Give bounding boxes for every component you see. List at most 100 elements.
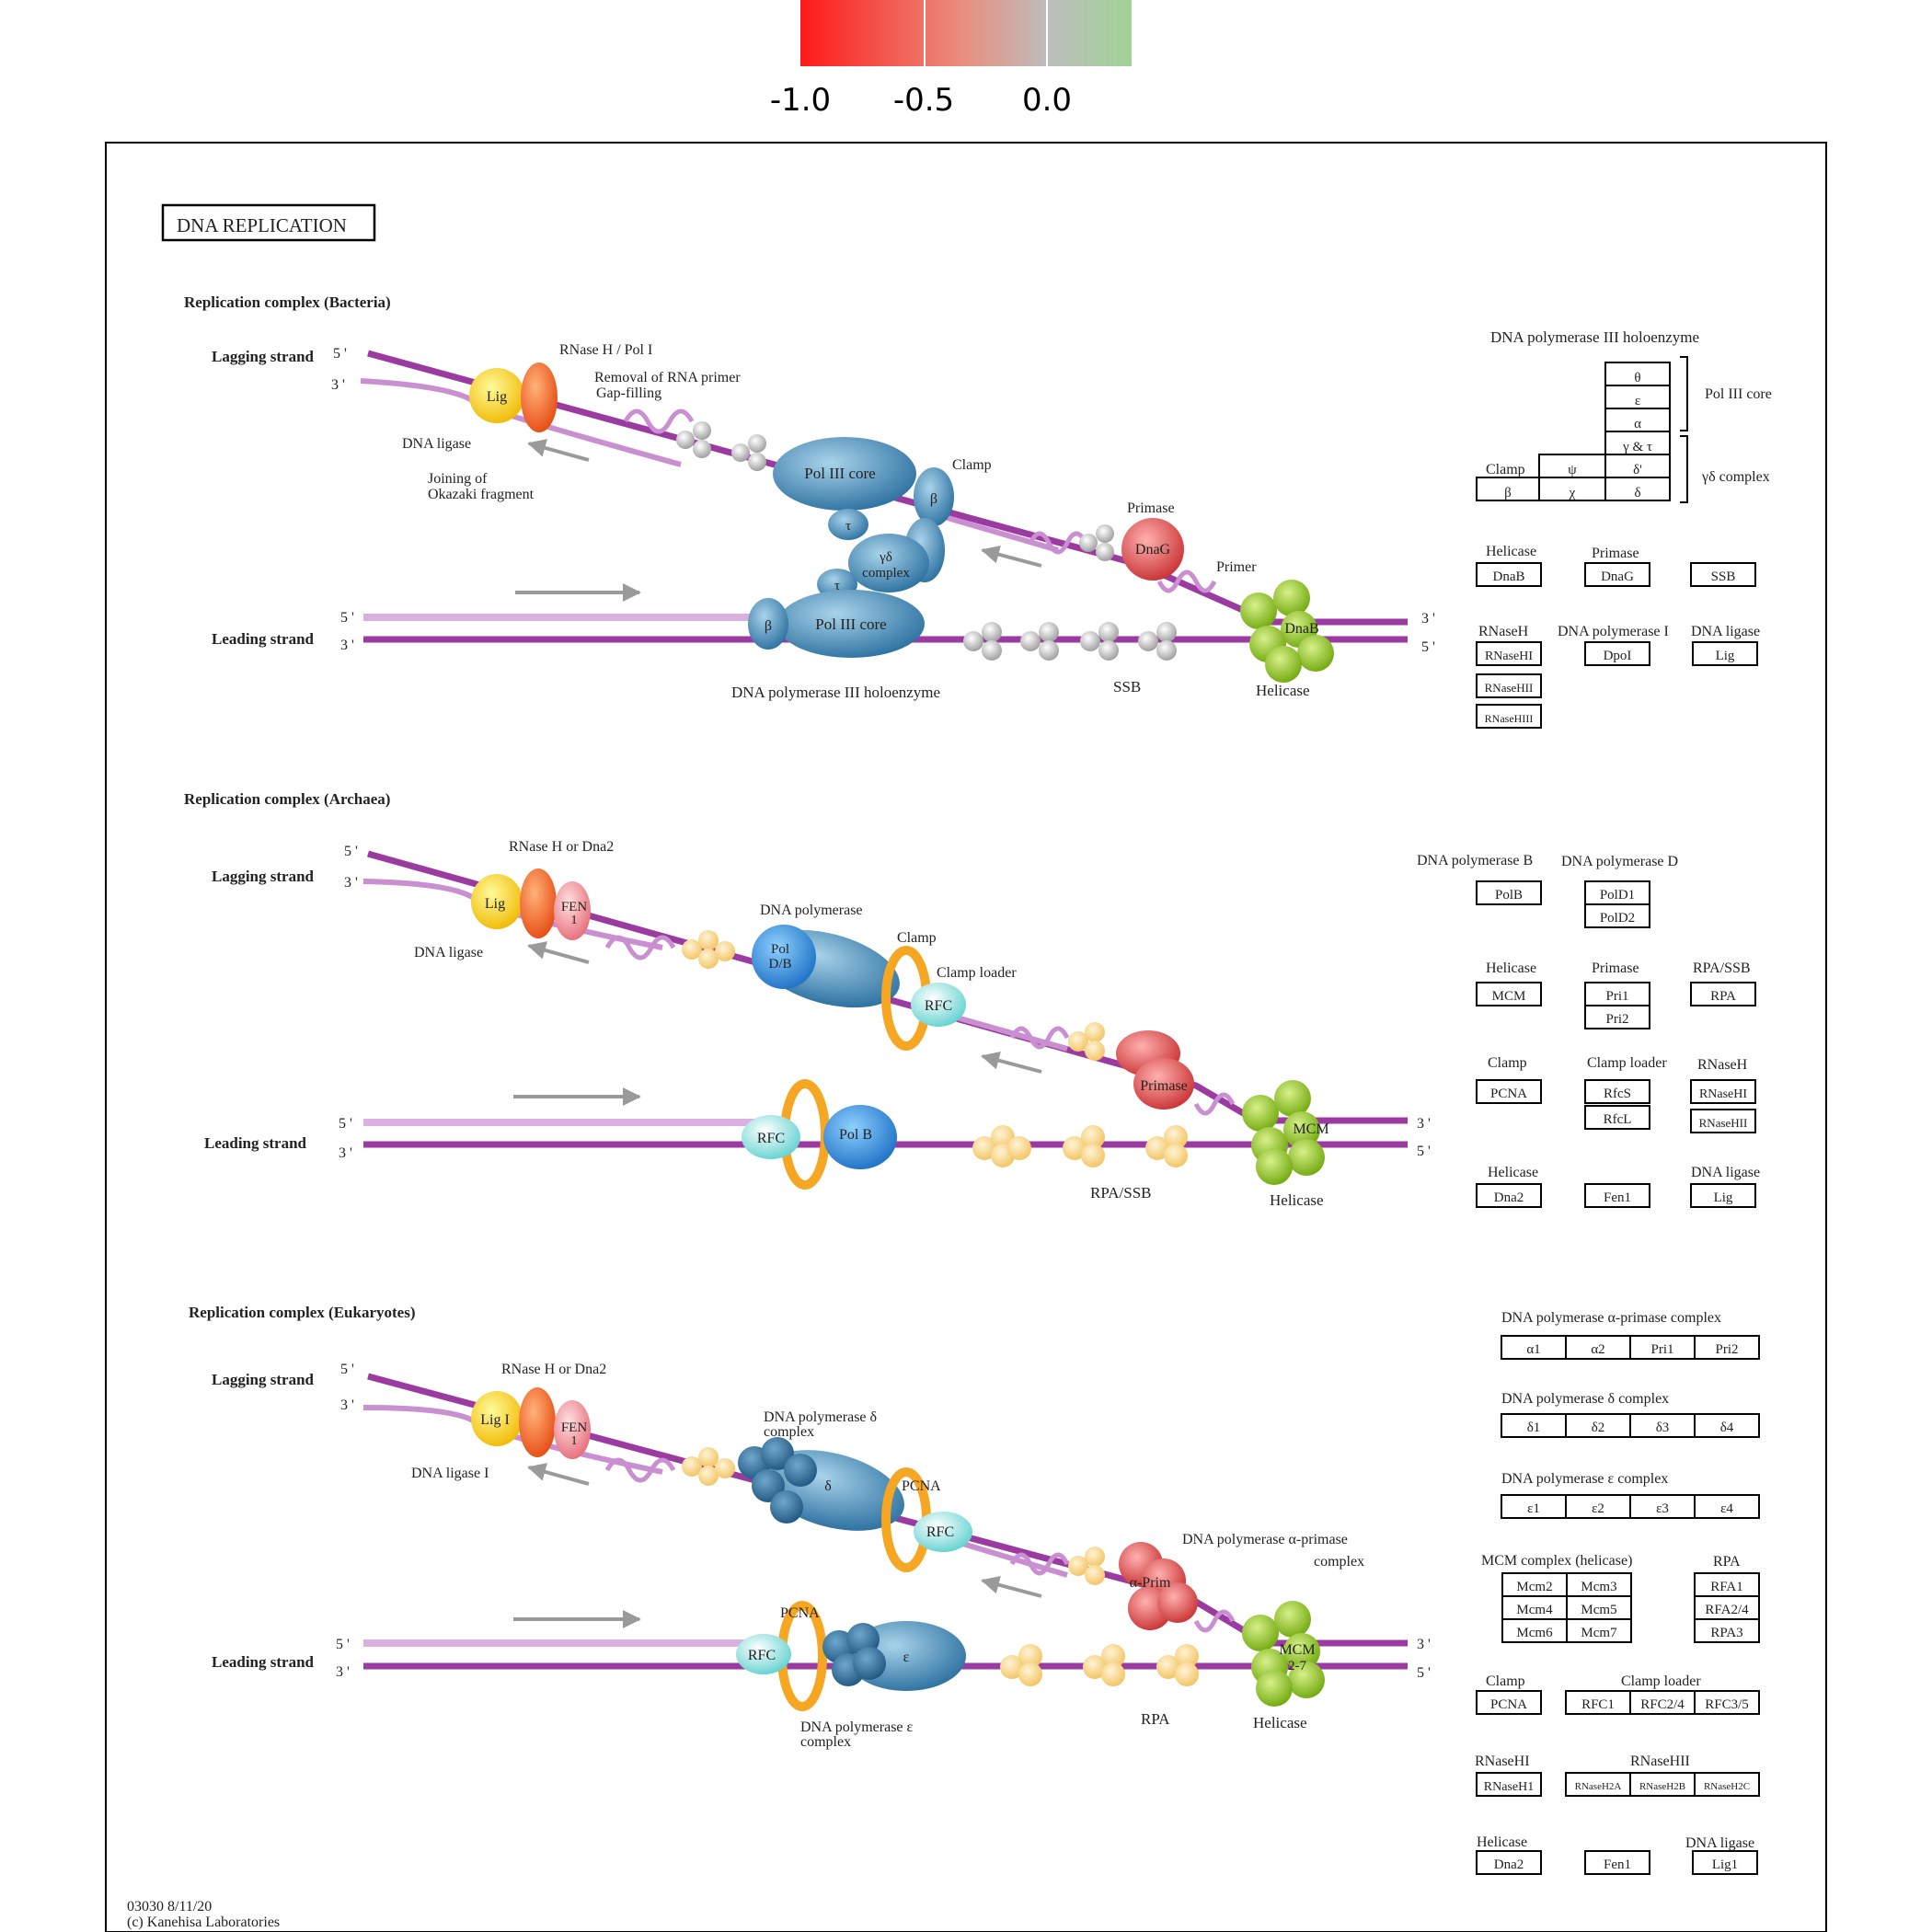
gene-box[interactable]: Pri2 [1694, 1335, 1760, 1360]
gene-box[interactable]: RfcL [1584, 1105, 1650, 1130]
gene-box[interactable]: Mcm3 [1566, 1572, 1632, 1597]
gene-box[interactable]: Mcm4 [1501, 1595, 1568, 1620]
gene-box[interactable]: RPA [1690, 982, 1756, 1006]
gene-box[interactable]: RNaseH1 [1476, 1772, 1542, 1797]
gene-box[interactable]: RNaseH2A [1565, 1772, 1631, 1797]
gene-box[interactable]: PolD1 [1584, 880, 1650, 905]
gene-box[interactable]: Pri1 [1584, 982, 1650, 1006]
archaea-gene-panel: DNA polymerase B PolB DNA polymerase D P… [1417, 853, 1760, 1208]
gene-box[interactable]: δ4 [1694, 1413, 1760, 1438]
complex-label: complex [862, 566, 910, 581]
gene-label: RNaseHII [1699, 1116, 1748, 1130]
gene-box[interactable]: ψ [1538, 454, 1606, 478]
pold-title: DNA polymerase D [1561, 854, 1678, 869]
gene-box[interactable]: Mcm5 [1566, 1595, 1632, 1620]
gene-box[interactable]: RFC2/4 [1629, 1690, 1696, 1715]
clamp-label: Clamp [952, 457, 992, 473]
gene-box[interactable]: Mcm2 [1501, 1572, 1568, 1597]
gene-box[interactable]: Lig1 [1692, 1850, 1758, 1875]
gene-label: Lig1 [1712, 1857, 1738, 1872]
gene-label: Fen1 [1604, 1190, 1631, 1205]
gene-box[interactable]: RNaseHI [1476, 641, 1542, 666]
polb-title: DNA polymerase B [1417, 853, 1533, 868]
gene-box[interactable]: PolB [1476, 880, 1542, 905]
gene-box[interactable]: Lig [1690, 1183, 1756, 1208]
gene-label: ε3 [1656, 1501, 1669, 1516]
gene-box[interactable]: RfcS [1584, 1079, 1650, 1104]
gene-label: Lig [1716, 649, 1735, 663]
gene-box[interactable]: Fen1 [1584, 1850, 1650, 1875]
gene-box[interactable]: PCNA [1476, 1079, 1542, 1104]
gene-box[interactable]: RNaseHI [1690, 1079, 1756, 1104]
gene-box[interactable]: Mcm7 [1566, 1618, 1632, 1643]
gene-box[interactable]: RFA1 [1694, 1572, 1760, 1597]
pole-complex-label: complex [800, 1734, 851, 1750]
gene-box[interactable]: RPA3 [1694, 1618, 1760, 1643]
gene-box[interactable]: PCNA [1476, 1690, 1542, 1715]
map-frame [105, 142, 1827, 1932]
gene-label: Mcm5 [1581, 1603, 1616, 1617]
gene-box[interactable]: SSB [1690, 562, 1756, 587]
gene-box[interactable]: ε3 [1629, 1494, 1696, 1519]
gene-box[interactable]: ε2 [1565, 1494, 1631, 1519]
archaea-heading: Replication complex (Archaea) [184, 790, 390, 808]
gene-box[interactable]: α1 [1501, 1335, 1567, 1360]
gene-box[interactable]: Pri1 [1629, 1335, 1696, 1360]
map-id: 03030 8/11/20 [127, 1899, 212, 1915]
lig-protein [469, 368, 524, 423]
gene-box[interactable]: δ1 [1501, 1413, 1567, 1438]
eukaryotes-heading: Replication complex (Eukaryotes) [189, 1304, 415, 1321]
fen1-fill [1584, 1850, 1650, 1875]
gene-box[interactable]: Fen1 [1584, 1183, 1650, 1208]
gene-box[interactable]: RFA2/4 [1694, 1595, 1760, 1620]
gene-box[interactable]: RNaseH2C [1694, 1772, 1760, 1797]
gene-box[interactable]: δ [1604, 477, 1671, 501]
gap-filling-label: Gap-filling [596, 385, 661, 401]
rpassb-label: RPA/SSB [1090, 1184, 1151, 1202]
gene-label: RNaseHIII [1485, 712, 1534, 725]
three-prime: 3 ' [340, 1397, 354, 1413]
gene-box[interactable]: RNaseHII [1476, 673, 1542, 698]
gene-box[interactable]: ε4 [1694, 1494, 1760, 1519]
gene-label: δ' [1633, 463, 1642, 477]
gene-box[interactable]: PolD2 [1584, 903, 1650, 928]
gene-label: Fen1 [1604, 1857, 1631, 1872]
gene-box[interactable]: δ' [1604, 454, 1671, 478]
gene-box[interactable]: ε1 [1501, 1494, 1567, 1519]
gene-box[interactable]: DpoI [1584, 641, 1650, 666]
gene-label: RNaseH2A [1575, 1781, 1622, 1792]
gene-box[interactable]: Dna2 [1476, 1850, 1542, 1875]
gene-box[interactable]: χ [1538, 477, 1606, 501]
gene-box[interactable]: Lig [1692, 641, 1758, 666]
gene-box[interactable]: θ [1604, 362, 1671, 386]
legend-tick: 0.0 [1022, 82, 1072, 119]
gene-label: RNaseH1 [1484, 1780, 1534, 1794]
gene-box[interactable]: MCM [1476, 982, 1542, 1006]
rnaseh-label: RNaseH [1697, 1057, 1748, 1073]
gene-box[interactable]: δ2 [1565, 1413, 1631, 1438]
gene-box[interactable]: Pri2 [1584, 1005, 1650, 1029]
pol3-core-bottom [777, 590, 925, 658]
gene-box[interactable]: RNaseHIII [1476, 704, 1542, 729]
gene-label: Pri1 [1650, 1342, 1673, 1357]
gene-box[interactable]: RFC1 [1565, 1690, 1631, 1715]
gene-box[interactable]: DnaG [1584, 562, 1650, 587]
rfc-label: RFC [925, 998, 952, 1014]
gene-box[interactable]: RNaseHII [1690, 1109, 1756, 1133]
fen-label: FEN [561, 900, 588, 914]
gene-box[interactable]: δ3 [1629, 1413, 1696, 1438]
gene-box[interactable]: Mcm6 [1501, 1618, 1568, 1643]
gene-box[interactable]: Dna2 [1476, 1183, 1542, 1208]
gene-label: β [1504, 486, 1512, 500]
clamp-loader-label: Clamp loader [937, 965, 1017, 981]
gene-box[interactable]: RFC3/5 [1694, 1690, 1760, 1715]
bacteria-gene-panel: DNA polymerase III holoenzyme θ ε α γ & … [1476, 328, 1772, 729]
gene-box[interactable]: β [1476, 477, 1540, 501]
gene-box[interactable]: α2 [1565, 1335, 1631, 1360]
gene-box[interactable]: γ & τ [1604, 431, 1671, 455]
gene-box[interactable]: DnaB [1476, 562, 1542, 587]
gene-box[interactable]: ε [1604, 385, 1671, 409]
gene-box[interactable]: RNaseH2B [1629, 1772, 1696, 1797]
gene-box[interactable]: α [1604, 408, 1671, 432]
